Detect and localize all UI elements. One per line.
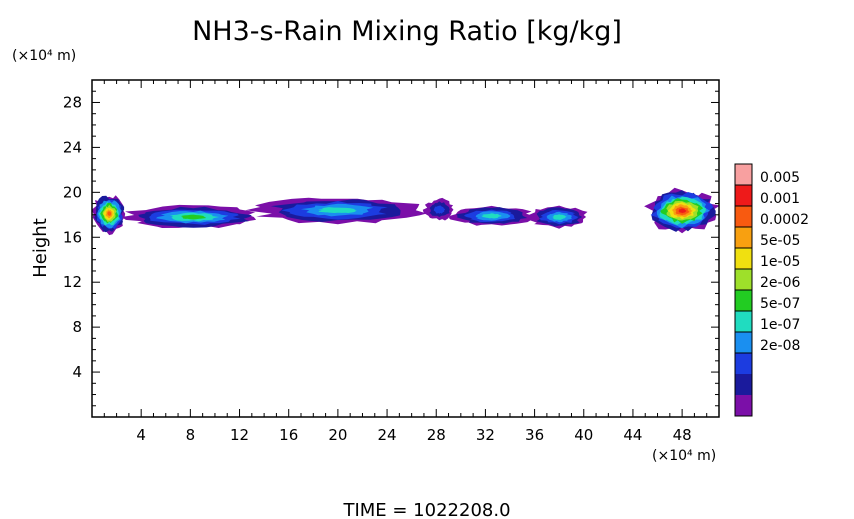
colorbar-swatch (735, 395, 752, 417)
colorbar-swatch (735, 332, 752, 354)
colorbar-swatch (735, 374, 752, 396)
colorbar-label: 2e-08 (760, 338, 800, 354)
x-tick-label: 12 (230, 426, 249, 444)
colorbar-label: 2e-06 (760, 275, 800, 291)
colorbar-swatch (735, 206, 752, 228)
x-tick-label: 20 (328, 426, 347, 444)
x-axis-unit: (×10⁴ m) (652, 448, 716, 464)
contour-level-4 (318, 207, 357, 213)
contour-level-4 (552, 214, 567, 220)
x-tick-label: 16 (279, 426, 298, 444)
y-tick-label: 28 (63, 93, 82, 111)
x-tick-label: 48 (673, 426, 692, 444)
colorbar-swatch (735, 164, 752, 186)
colorbar-label: 5e-05 (760, 233, 800, 249)
colorbar: 0.005 0.001 0.0002 5e-05 1e-05 2e-06 5e-07 1e-0… (734, 163, 809, 417)
contour-level-10 (678, 208, 687, 214)
x-tick-label: 8 (186, 426, 196, 444)
colorbar-label: 0.001 (760, 191, 800, 207)
plot-frame (91, 79, 720, 418)
colorbar-label: 5e-07 (760, 296, 800, 312)
x-tick-label: 28 (427, 426, 446, 444)
colorbar-label: 1e-07 (760, 317, 800, 333)
colorbar-swatch (735, 248, 752, 270)
colorbar-swatch (735, 290, 752, 312)
chart-title: NH3-s-Rain Mixing Ratio [kg/kg] (192, 16, 622, 47)
y-tick-label: 4 (72, 363, 82, 381)
x-tick-label: 4 (136, 426, 146, 444)
x-tick-label: 32 (476, 426, 495, 444)
time-footer: TIME = 1022208.0 (342, 500, 510, 519)
colorbar-swatch (735, 269, 752, 291)
x-tick-label: 24 (378, 426, 397, 444)
y-tick-label: 24 (63, 138, 82, 156)
y-tick-label: 12 (63, 273, 82, 291)
contour-level-4 (481, 213, 502, 219)
y-axis-unit: (×10⁴ m) (12, 48, 76, 64)
colorbar-swatch (735, 353, 752, 375)
colorbar-swatch (735, 227, 752, 249)
colorbar-label: 0.005 (760, 170, 800, 186)
y-tick-label: 8 (72, 318, 82, 336)
y-tick-label: 16 (63, 228, 82, 246)
x-tick-label: 40 (574, 426, 593, 444)
colorbar-label: 1e-05 (760, 254, 800, 270)
y-tick-label: 20 (63, 183, 82, 201)
contour-level-2 (433, 205, 446, 214)
colorbar-swatch (735, 311, 752, 333)
mixing-ratio-field (92, 187, 719, 236)
contour-level-5 (180, 214, 207, 220)
x-axis: 4 8 12 16 20 24 28 32 36 40 44 48 (103, 80, 708, 444)
y-axis: 4 8 12 16 20 24 28 (63, 90, 719, 407)
y-axis-label: Height (30, 218, 51, 278)
x-tick-label: 44 (623, 426, 642, 444)
colorbar-swatch (735, 185, 752, 207)
x-tick-label: 36 (525, 426, 544, 444)
colorbar-label: 0.0002 (760, 212, 809, 228)
contour-level-9 (107, 211, 112, 216)
